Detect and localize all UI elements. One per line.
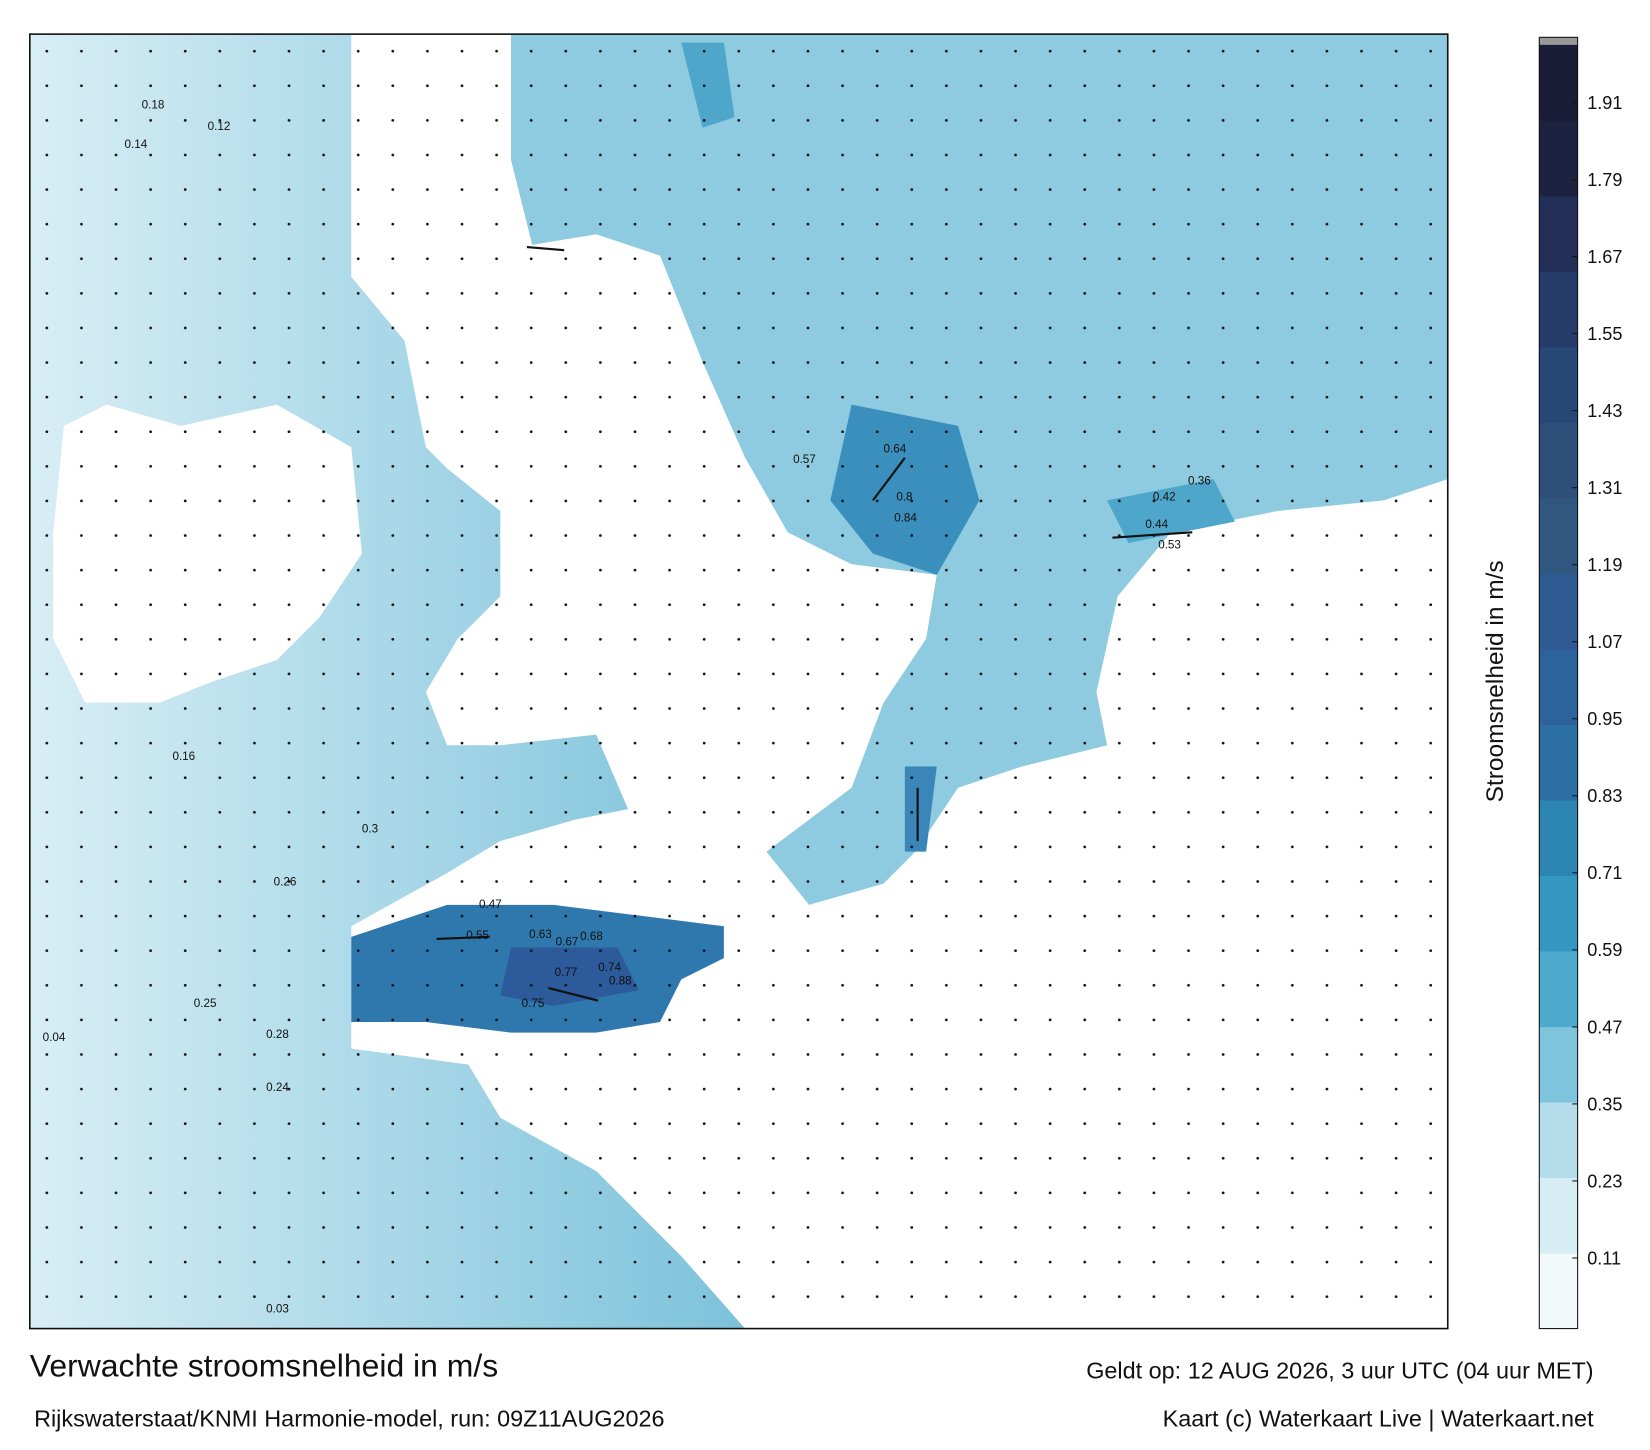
colorbar-band	[1539, 724, 1578, 801]
colorbar-tick-label: 1.43	[1587, 401, 1622, 421]
speed-label: 0.63	[529, 928, 552, 941]
colorbar-band	[1539, 875, 1578, 952]
speed-label: 0.88	[609, 975, 632, 988]
colorbar-tick-label: 0.23	[1587, 1171, 1622, 1191]
credit: Kaart (c) Waterkaart Live | Waterkaart.n…	[1163, 1406, 1594, 1432]
colorbar-tick-label: 1.31	[1587, 478, 1622, 498]
map: 0.880.74 0.77 0.75 0.680.67 0.63 0.55 0.47 0.84…	[29, 34, 1448, 1329]
colorbar-band	[1539, 422, 1578, 499]
speed-label: 0.25	[194, 997, 217, 1010]
colorbar-band	[1539, 120, 1578, 197]
speed-label: 0.24	[266, 1081, 289, 1094]
speed-label: 0.12	[208, 120, 231, 133]
colorbar-tick-label: 1.07	[1587, 632, 1622, 652]
speed-label: 0.53	[1158, 538, 1181, 551]
vector-grid	[29, 34, 1448, 1329]
colorbar-band	[1539, 346, 1578, 423]
title: Verwachte stroomsnelheid in m/s	[30, 1347, 498, 1383]
colorbar-band	[1539, 1253, 1578, 1330]
colorbar-tick-label: 1.67	[1587, 247, 1622, 267]
colorbar-tick-label: 1.55	[1587, 324, 1622, 344]
colorbar-label: Stroomsnelheid in m/s	[1482, 560, 1509, 802]
colorbar-tick-label: 0.83	[1587, 786, 1622, 806]
colorbar-band	[1539, 1026, 1578, 1103]
speed-label: 0.18	[142, 99, 165, 112]
colorbar-frame	[1538, 36, 1579, 1330]
colorbar-band	[1539, 648, 1578, 725]
speed-label: 0.14	[125, 138, 148, 151]
colorbar-tick-label: 0.11	[1587, 1248, 1621, 1268]
speed-label: 0.16	[172, 750, 195, 763]
colorbar-tick-label: 0.47	[1587, 1017, 1622, 1037]
colorbar: 0.11 0.23 0.35 0.47 0.59 0.71 0.83 0.95 1.07 1.19…	[1538, 36, 1622, 1330]
colorbar-band	[1539, 573, 1578, 650]
colorbar-tick-label: 0.59	[1587, 940, 1622, 960]
colorbar-band	[1539, 799, 1578, 877]
speed-label: 0.28	[266, 1028, 289, 1041]
map-frame	[29, 33, 1449, 1330]
colorbar-tick-label: 0.71	[1587, 863, 1622, 883]
valid-time: Geldt op: 12 AUG 2026, 3 uur UTC (04 uur…	[1086, 1358, 1593, 1384]
colorbar-band	[1539, 271, 1578, 348]
speed-label: 0.36	[1188, 474, 1211, 487]
speed-label: 0.04	[43, 1031, 66, 1044]
speed-label: 0.57	[793, 453, 816, 466]
colorbar-cap	[1539, 37, 1578, 45]
colorbar-tick-label: 1.91	[1587, 93, 1622, 113]
speed-label: 0.44	[1145, 518, 1168, 531]
colorbar-tick-label: 0.95	[1587, 709, 1622, 729]
speed-label: 0.42	[1153, 490, 1176, 503]
speed-label: 0.74	[598, 961, 621, 974]
colorbar-band	[1539, 497, 1578, 574]
speed-label: 0.67	[556, 935, 579, 948]
colorbar-tick-label: 1.19	[1587, 555, 1622, 575]
subtitle: Rijkswaterstaat/KNMI Harmonie-model, run…	[34, 1406, 664, 1432]
speed-label: 0.84	[894, 512, 917, 525]
arrows	[436, 245, 1193, 1002]
colorbar-band	[1539, 950, 1578, 1028]
colorbar-band	[1539, 1177, 1578, 1254]
speed-label: 0.75	[522, 997, 545, 1010]
speed-label: 0.64	[884, 442, 907, 455]
speed-label: 0.26	[274, 876, 297, 889]
colorbar-band	[1539, 1102, 1578, 1179]
colorbar-band	[1539, 195, 1578, 272]
speed-label: 0.3	[362, 823, 378, 836]
speed-label: 0.47	[479, 898, 502, 911]
speed-label: 0.68	[580, 930, 603, 943]
speed-label: 0.55	[466, 929, 489, 942]
colorbar-tick-label: 1.79	[1587, 170, 1622, 190]
speed-label: 0.8	[896, 490, 912, 503]
speed-label: 0.77	[555, 966, 578, 979]
colorbar-tick-label: 0.35	[1587, 1094, 1622, 1114]
speed-label: 0.03	[266, 1303, 289, 1316]
colorbar-band	[1539, 44, 1578, 121]
